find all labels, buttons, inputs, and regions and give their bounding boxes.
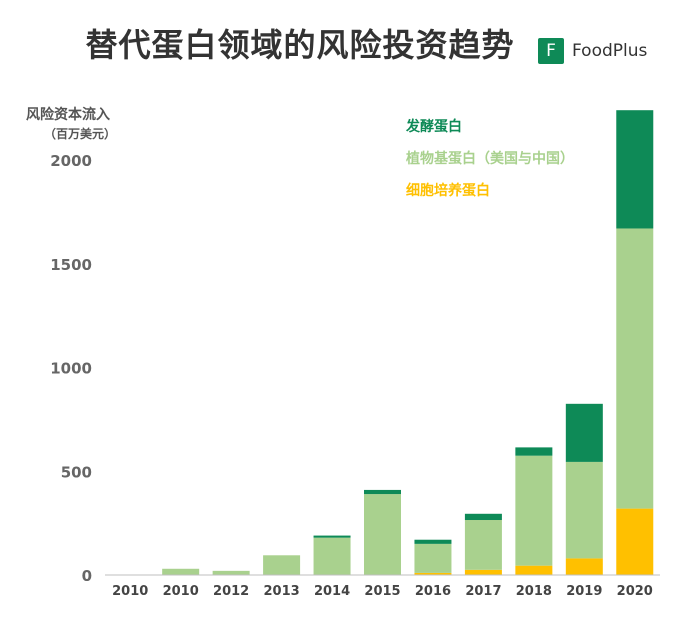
bar-segment-2-6 <box>414 539 452 544</box>
bar-segment-0-8 <box>515 565 553 575</box>
legend-item-cultivated: 细胞培养蛋白 <box>406 183 490 199</box>
x-tick-label: 2016 <box>415 584 451 599</box>
x-tick-label: 2010 <box>163 584 199 599</box>
y-tick-label: 0 <box>82 567 92 585</box>
bar-segment-1-6 <box>414 543 452 573</box>
bar-segment-0-7 <box>464 569 502 575</box>
x-tick-label: 2012 <box>213 584 249 599</box>
x-tick-label: 2017 <box>465 584 501 599</box>
bar-segment-0-6 <box>414 572 452 575</box>
legend: 发酵蛋白 植物基蛋白（美国与中国） 细胞培养蛋白 <box>406 118 574 214</box>
y-tick-label: 500 <box>61 463 92 481</box>
bar-segment-2-5 <box>364 489 401 495</box>
x-tick-label: 2015 <box>364 584 400 599</box>
bar-segment-1-8 <box>515 455 553 566</box>
bar-segment-1-9 <box>565 461 603 559</box>
y-tick-label: 1000 <box>50 360 92 378</box>
legend-item-fermentation: 发酵蛋白 <box>406 119 462 135</box>
bar-segment-2-4 <box>313 535 351 538</box>
bar-segment-1-4 <box>313 537 351 575</box>
foodplus-logo-icon: F <box>538 38 564 64</box>
x-tick-label: 2013 <box>263 584 299 599</box>
y-tick-label: 1500 <box>50 256 92 274</box>
x-tick-label: 2010 <box>112 584 148 599</box>
brand-name: FoodPlus <box>572 41 648 61</box>
bar-segment-1-5 <box>364 494 401 575</box>
x-tick-label: 2020 <box>617 584 653 599</box>
y-tick-label: 2000 <box>50 152 92 170</box>
y-axis-unit: （百万美元） <box>44 127 117 141</box>
bar-segment-0-9 <box>565 558 603 575</box>
bar-segment-2-8 <box>515 447 553 456</box>
chart-title: 替代蛋白领域的风险投资趋势 <box>85 26 515 64</box>
x-tick-label: 2014 <box>314 584 350 599</box>
x-tick-label: 2018 <box>516 584 552 599</box>
bar-segment-2-9 <box>565 403 603 462</box>
bar-segment-1-10 <box>616 228 654 509</box>
x-tick-label: 2019 <box>566 584 602 599</box>
bar-segment-1-3 <box>263 555 301 575</box>
legend-item-plant-based: 植物基蛋白（美国与中国） <box>406 151 574 167</box>
brand: F FoodPlus <box>538 38 647 64</box>
y-axis-label: 风险资本流入 <box>26 107 110 123</box>
bar-segment-2-10 <box>616 110 654 229</box>
bar-segment-1-7 <box>464 520 502 570</box>
bar-segment-1-1 <box>162 568 200 575</box>
bar-segment-1-2 <box>212 570 250 575</box>
bar-segment-0-10 <box>616 508 654 575</box>
bar-segment-2-7 <box>464 513 502 521</box>
